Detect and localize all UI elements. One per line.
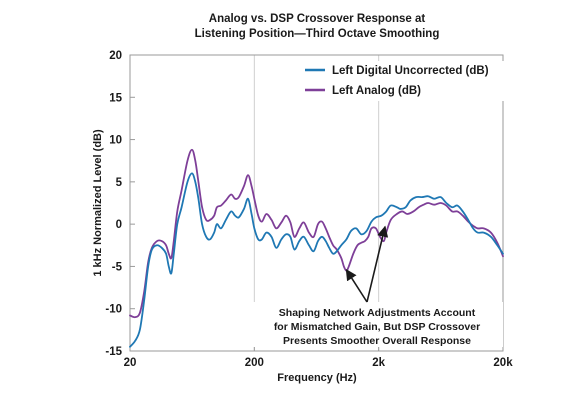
x-tick-label: 200 — [245, 357, 264, 369]
y-tick-label: -10 — [105, 304, 122, 316]
x-tick-label: 20k — [493, 357, 513, 369]
y-tick-label: 5 — [116, 177, 123, 189]
legend: Left Digital Uncorrected (dB) Left Analo… — [299, 61, 505, 101]
y-tick-label: -15 — [105, 346, 122, 358]
series-line-analog — [129, 148, 504, 319]
chart-title-line-2: Listening Position—Third Octave Smoothin… — [195, 28, 440, 40]
legend-background — [299, 61, 505, 101]
axes — [129, 54, 504, 352]
annotation-background — [251, 302, 503, 347]
series-line-digital — [129, 172, 504, 348]
legend-label-digital: Left Digital Uncorrected (dB) — [332, 65, 489, 77]
annotation-arrows — [345, 225, 389, 303]
y-tick-label: 0 — [116, 219, 122, 231]
y-axis-label: 1 kHz Normalized Level (dB) — [92, 129, 104, 277]
annotation-line-2: for Mismatched Gain, But DSP Crossover — [274, 321, 480, 333]
annotation-arrow-1 — [345, 268, 368, 303]
annotation-line-1: Shaping Network Adjustments Account — [279, 307, 476, 319]
y-tick-label: 10 — [109, 135, 122, 147]
x-tick-label: 20 — [124, 357, 137, 369]
annotation-arrow-2 — [366, 225, 389, 303]
chart-title-line-1: Analog vs. DSP Crossover Response at — [209, 13, 426, 25]
series-group — [129, 148, 504, 348]
annotation: Shaping Network Adjustments Account for … — [251, 225, 503, 347]
x-axis-label: Frequency (Hz) — [277, 372, 357, 384]
annotation-line-3: Presents Smoother Overall Response — [283, 335, 471, 347]
y-tick-label: 15 — [109, 92, 122, 104]
y-tick-label: -5 — [112, 261, 123, 273]
y-tick-label: 20 — [109, 50, 122, 62]
plot-frame — [129, 54, 504, 352]
x-tick-label: 2k — [372, 357, 385, 369]
legend-label-analog: Left Analog (dB) — [332, 85, 421, 97]
